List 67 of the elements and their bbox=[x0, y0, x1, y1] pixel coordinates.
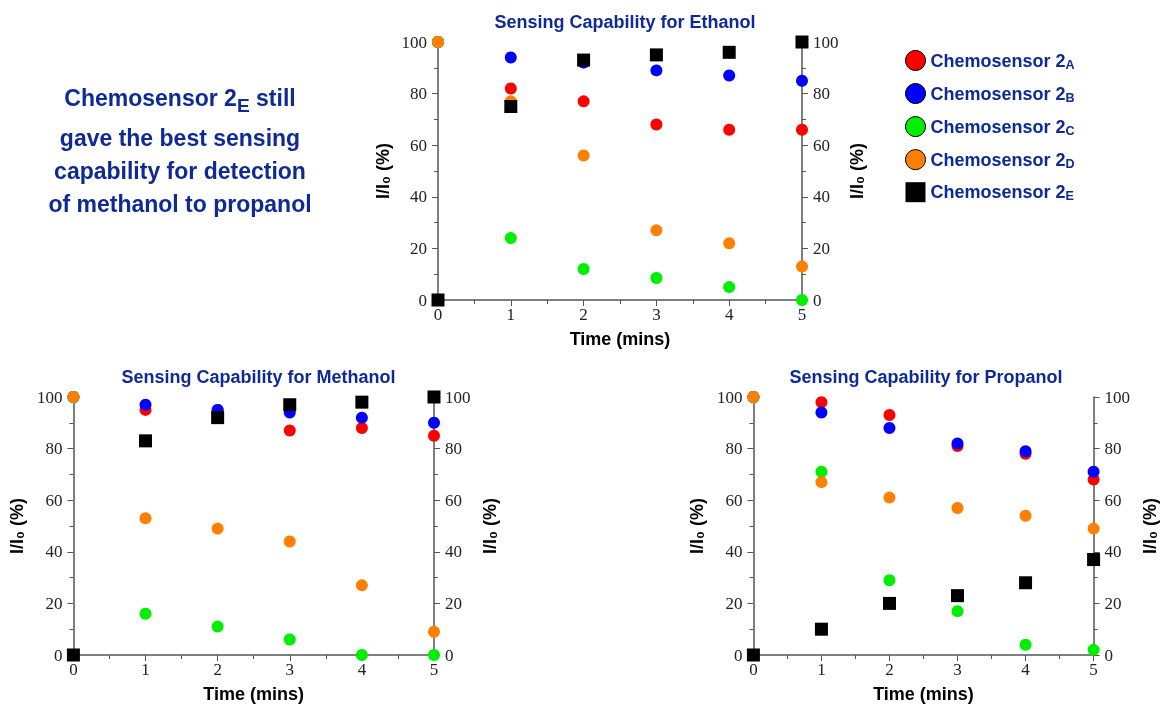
y2-tick-label: 60 bbox=[1104, 490, 1122, 510]
chart-title: Sensing Capability for Propanol bbox=[789, 367, 1063, 387]
y-tick-label: 80 bbox=[410, 84, 427, 104]
y-tick-label: 80 bbox=[725, 439, 743, 459]
y-tick-label: 60 bbox=[410, 135, 427, 155]
y2-tick-label: 40 bbox=[1104, 542, 1122, 562]
text: Chemosensor 2$_{E}$ still gave the best sensing capability for detection of methanol to propanol bbox=[47, 84, 313, 219]
y2-tick-label: 0 bbox=[813, 290, 822, 310]
chart-title: Sensing Capability for Methanol bbox=[121, 367, 396, 387]
x-tick-label: 4 bbox=[357, 660, 367, 679]
y2-tick-label: 80 bbox=[813, 84, 830, 104]
x-tick-label: 3 bbox=[652, 305, 661, 324]
x-tick-label: 1 bbox=[141, 660, 150, 679]
y-axis-title: I/I₀ (%) bbox=[373, 142, 393, 200]
y2-tick-label: 20 bbox=[813, 238, 830, 258]
x-tick-label: 3 bbox=[285, 660, 295, 679]
y2-tick-label: 100 bbox=[1104, 387, 1131, 407]
x-tick-label: 0 bbox=[433, 305, 443, 324]
y-tick-label: 40 bbox=[410, 187, 427, 207]
y-tick-label: 0 bbox=[53, 645, 63, 665]
y2-tick-label: 0 bbox=[1104, 645, 1114, 665]
y-tick-label: 80 bbox=[45, 439, 63, 459]
y2-tick-label: 60 bbox=[445, 490, 462, 510]
y2-tick-label: 80 bbox=[445, 439, 462, 459]
y-axis-title: I/I₀ (%) bbox=[687, 497, 707, 555]
y-tick-label: 20 bbox=[410, 238, 427, 258]
y-tick-label: 0 bbox=[418, 290, 427, 310]
y2-axis-title: I/I₀ (%) bbox=[847, 142, 867, 200]
x-tick-label: 3 bbox=[953, 660, 962, 679]
y-tick-label: 100 bbox=[401, 32, 427, 52]
y-tick-label: 100 bbox=[716, 387, 743, 407]
y2-axis-title: I/I₀ (%) bbox=[1140, 497, 1160, 555]
y2-tick-label: 80 bbox=[1104, 439, 1122, 459]
x-tick-label: 2 bbox=[213, 660, 222, 679]
x-tick-label: 5 bbox=[429, 660, 439, 679]
x-tick-label: 4 bbox=[1021, 660, 1031, 679]
y2-tick-label: 40 bbox=[813, 187, 830, 207]
y2-tick-label: 60 bbox=[813, 135, 830, 155]
y2-tick-label: 0 bbox=[445, 645, 454, 665]
y2-tick-label: 20 bbox=[445, 593, 462, 613]
x-tick-label: 5 bbox=[797, 305, 807, 324]
x-tick-label: 0 bbox=[69, 660, 78, 679]
y2-tick-label: 100 bbox=[813, 32, 839, 52]
y-tick-label: 40 bbox=[45, 542, 63, 562]
y-tick-label: 40 bbox=[725, 542, 743, 562]
y2-tick-label: 20 bbox=[1104, 593, 1122, 613]
chart-title: Sensing Capability for Ethanol bbox=[494, 12, 756, 32]
y-tick-label: 0 bbox=[733, 645, 743, 665]
x-tick-label: 4 bbox=[724, 305, 734, 324]
y-axis-title: I/I₀ (%) bbox=[7, 497, 27, 555]
y2-axis-title: I/I₀ (%) bbox=[480, 497, 501, 555]
x-tick-label: 5 bbox=[1089, 660, 1098, 679]
x-tick-label: 1 bbox=[817, 660, 826, 679]
x-tick-label: 2 bbox=[579, 305, 588, 324]
x-axis-title: Time (mins) bbox=[203, 684, 305, 704]
y-tick-label: 60 bbox=[725, 490, 743, 510]
x-axis-title: Time (mins) bbox=[569, 329, 671, 349]
y2-tick-label: 100 bbox=[445, 387, 471, 407]
y-tick-label: 20 bbox=[725, 593, 743, 613]
x-tick-label: 1 bbox=[506, 305, 516, 324]
x-tick-label: 0 bbox=[749, 660, 758, 679]
y-tick-label: 100 bbox=[36, 387, 63, 407]
y-tick-label: 60 bbox=[45, 490, 63, 510]
x-axis-title: Time (mins) bbox=[873, 684, 974, 704]
x-tick-label: 2 bbox=[885, 660, 894, 679]
y2-tick-label: 40 bbox=[445, 542, 462, 562]
y-tick-label: 20 bbox=[45, 593, 63, 613]
